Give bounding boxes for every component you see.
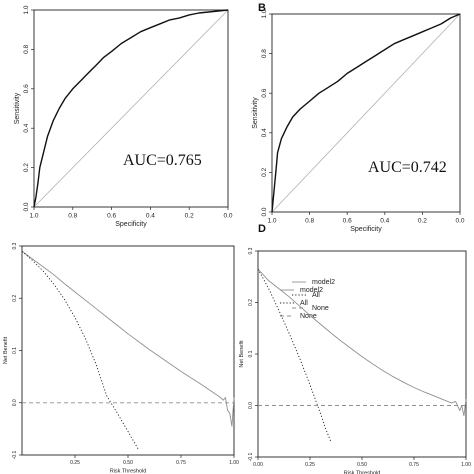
x-tick-label: 0.6 (107, 213, 116, 220)
y-tick-label: 0.0 (12, 399, 18, 406)
y-tick-label: 0.2 (23, 163, 30, 172)
y-tick-label: 0.4 (261, 128, 268, 137)
x-tick-label: 0.75 (176, 460, 186, 466)
legend-label: All (312, 292, 320, 299)
x-tick-label: 0.0 (223, 213, 232, 220)
y-tick-label: 0.2 (12, 295, 18, 302)
panel-c: 0.25 0.50 0.75 1.00 -0.1 0.0 0.1 0.2 0.3 Risk Thr… (3, 242, 323, 474)
x-tick-label: 0.6 (343, 218, 352, 225)
series-model2 (257, 268, 467, 417)
y-tick-label: 0.2 (248, 299, 254, 306)
roc-curve (33, 9, 229, 208)
panel-letter: B (258, 2, 266, 14)
y-tick-label: 0.3 (248, 247, 254, 254)
x-tick-label: 1.00 (461, 462, 471, 468)
x-tick-label: 0.50 (123, 460, 133, 466)
x-tick-label: 0.75 (409, 462, 419, 468)
y-axis-label: Sensitivity (14, 92, 21, 124)
x-tick-label: 0.0 (455, 218, 464, 225)
x-axis-label: Risk Threshold (344, 471, 381, 474)
legend-label: None (300, 313, 317, 320)
x-tick-label: 0.4 (146, 213, 155, 220)
plot-frame (257, 250, 467, 458)
legend-label: model2 (300, 287, 323, 294)
x-tick-label: 1.0 (267, 218, 276, 225)
panel-letter: D (258, 223, 266, 235)
legend-label: None (312, 305, 329, 312)
auc-annotation: AUC=0.765 (123, 152, 202, 169)
y-tick-label: 0.6 (23, 84, 30, 93)
x-tick-label: 1.00 (229, 460, 239, 466)
legend-label: All (300, 300, 308, 307)
y-axis-label: Net Benefit (239, 340, 245, 368)
x-axis-label: Specificity (115, 221, 147, 228)
x-tick-label: 0.8 (305, 218, 314, 225)
panel-a: 1.0 0.8 0.6 0.4 0.2 0.0 0.0 0.2 0.4 0.6 0.8 1.0 Spec… (14, 5, 233, 228)
y-tick-label: 0.1 (248, 350, 254, 357)
y-tick-label: -0.1 (248, 452, 254, 461)
plot-frame (21, 245, 235, 456)
legend-label: model2 (312, 279, 335, 286)
reference-diagonal (271, 13, 461, 213)
panel-b: 1.0 0.8 0.6 0.4 0.2 0.0 0.0 0.2 0.4 0.6 0.8 1.0 Spec… (252, 2, 465, 233)
y-tick-label: -0.1 (12, 450, 18, 459)
x-tick-label: 0.2 (185, 213, 194, 220)
panel-d: 0.00 0.25 0.50 0.75 1.00 -0.1 0.0 0.1 0.2 0.3 Risk… (239, 223, 471, 474)
y-tick-label: 0.4 (23, 123, 30, 132)
series-all (257, 268, 332, 442)
x-tick-label: 0.8 (68, 213, 77, 220)
y-tick-label: 0.0 (261, 207, 268, 216)
y-axis-label: Sensitivity (252, 97, 259, 129)
x-tick-label: 0.25 (70, 460, 80, 466)
y-tick-label: 0.0 (23, 202, 30, 211)
x-axis-label: Risk Threshold (110, 469, 147, 474)
x-tick-label: 0.50 (357, 462, 367, 468)
roc-curve (271, 13, 461, 213)
x-tick-label: 0.25 (305, 462, 315, 468)
y-tick-label: 0.2 (261, 168, 268, 177)
plot-frame (271, 13, 461, 213)
x-axis-label: Specificity (350, 226, 382, 233)
x-tick-label: 1.0 (29, 213, 38, 220)
y-tick-label: 0.0 (248, 402, 254, 409)
auc-annotation: AUC=0.742 (368, 159, 447, 176)
plot-frame (33, 9, 229, 208)
y-tick-label: 0.6 (261, 88, 268, 97)
series-model2 (21, 250, 235, 427)
y-tick-label: 1.0 (23, 5, 30, 14)
x-tick-label: 0.00 (253, 462, 263, 468)
y-tick-label: 1.0 (261, 9, 268, 18)
y-tick-label: 0.3 (12, 242, 18, 249)
x-tick-label: 0.2 (418, 218, 427, 225)
y-tick-label: 0.8 (23, 45, 30, 54)
y-axis-label: Net Benefit (3, 336, 9, 364)
y-tick-label: 0.1 (12, 347, 18, 354)
reference-diagonal (33, 9, 229, 208)
y-tick-label: 0.8 (261, 49, 268, 58)
series-all (21, 250, 139, 451)
x-tick-label: 0.4 (380, 218, 389, 225)
